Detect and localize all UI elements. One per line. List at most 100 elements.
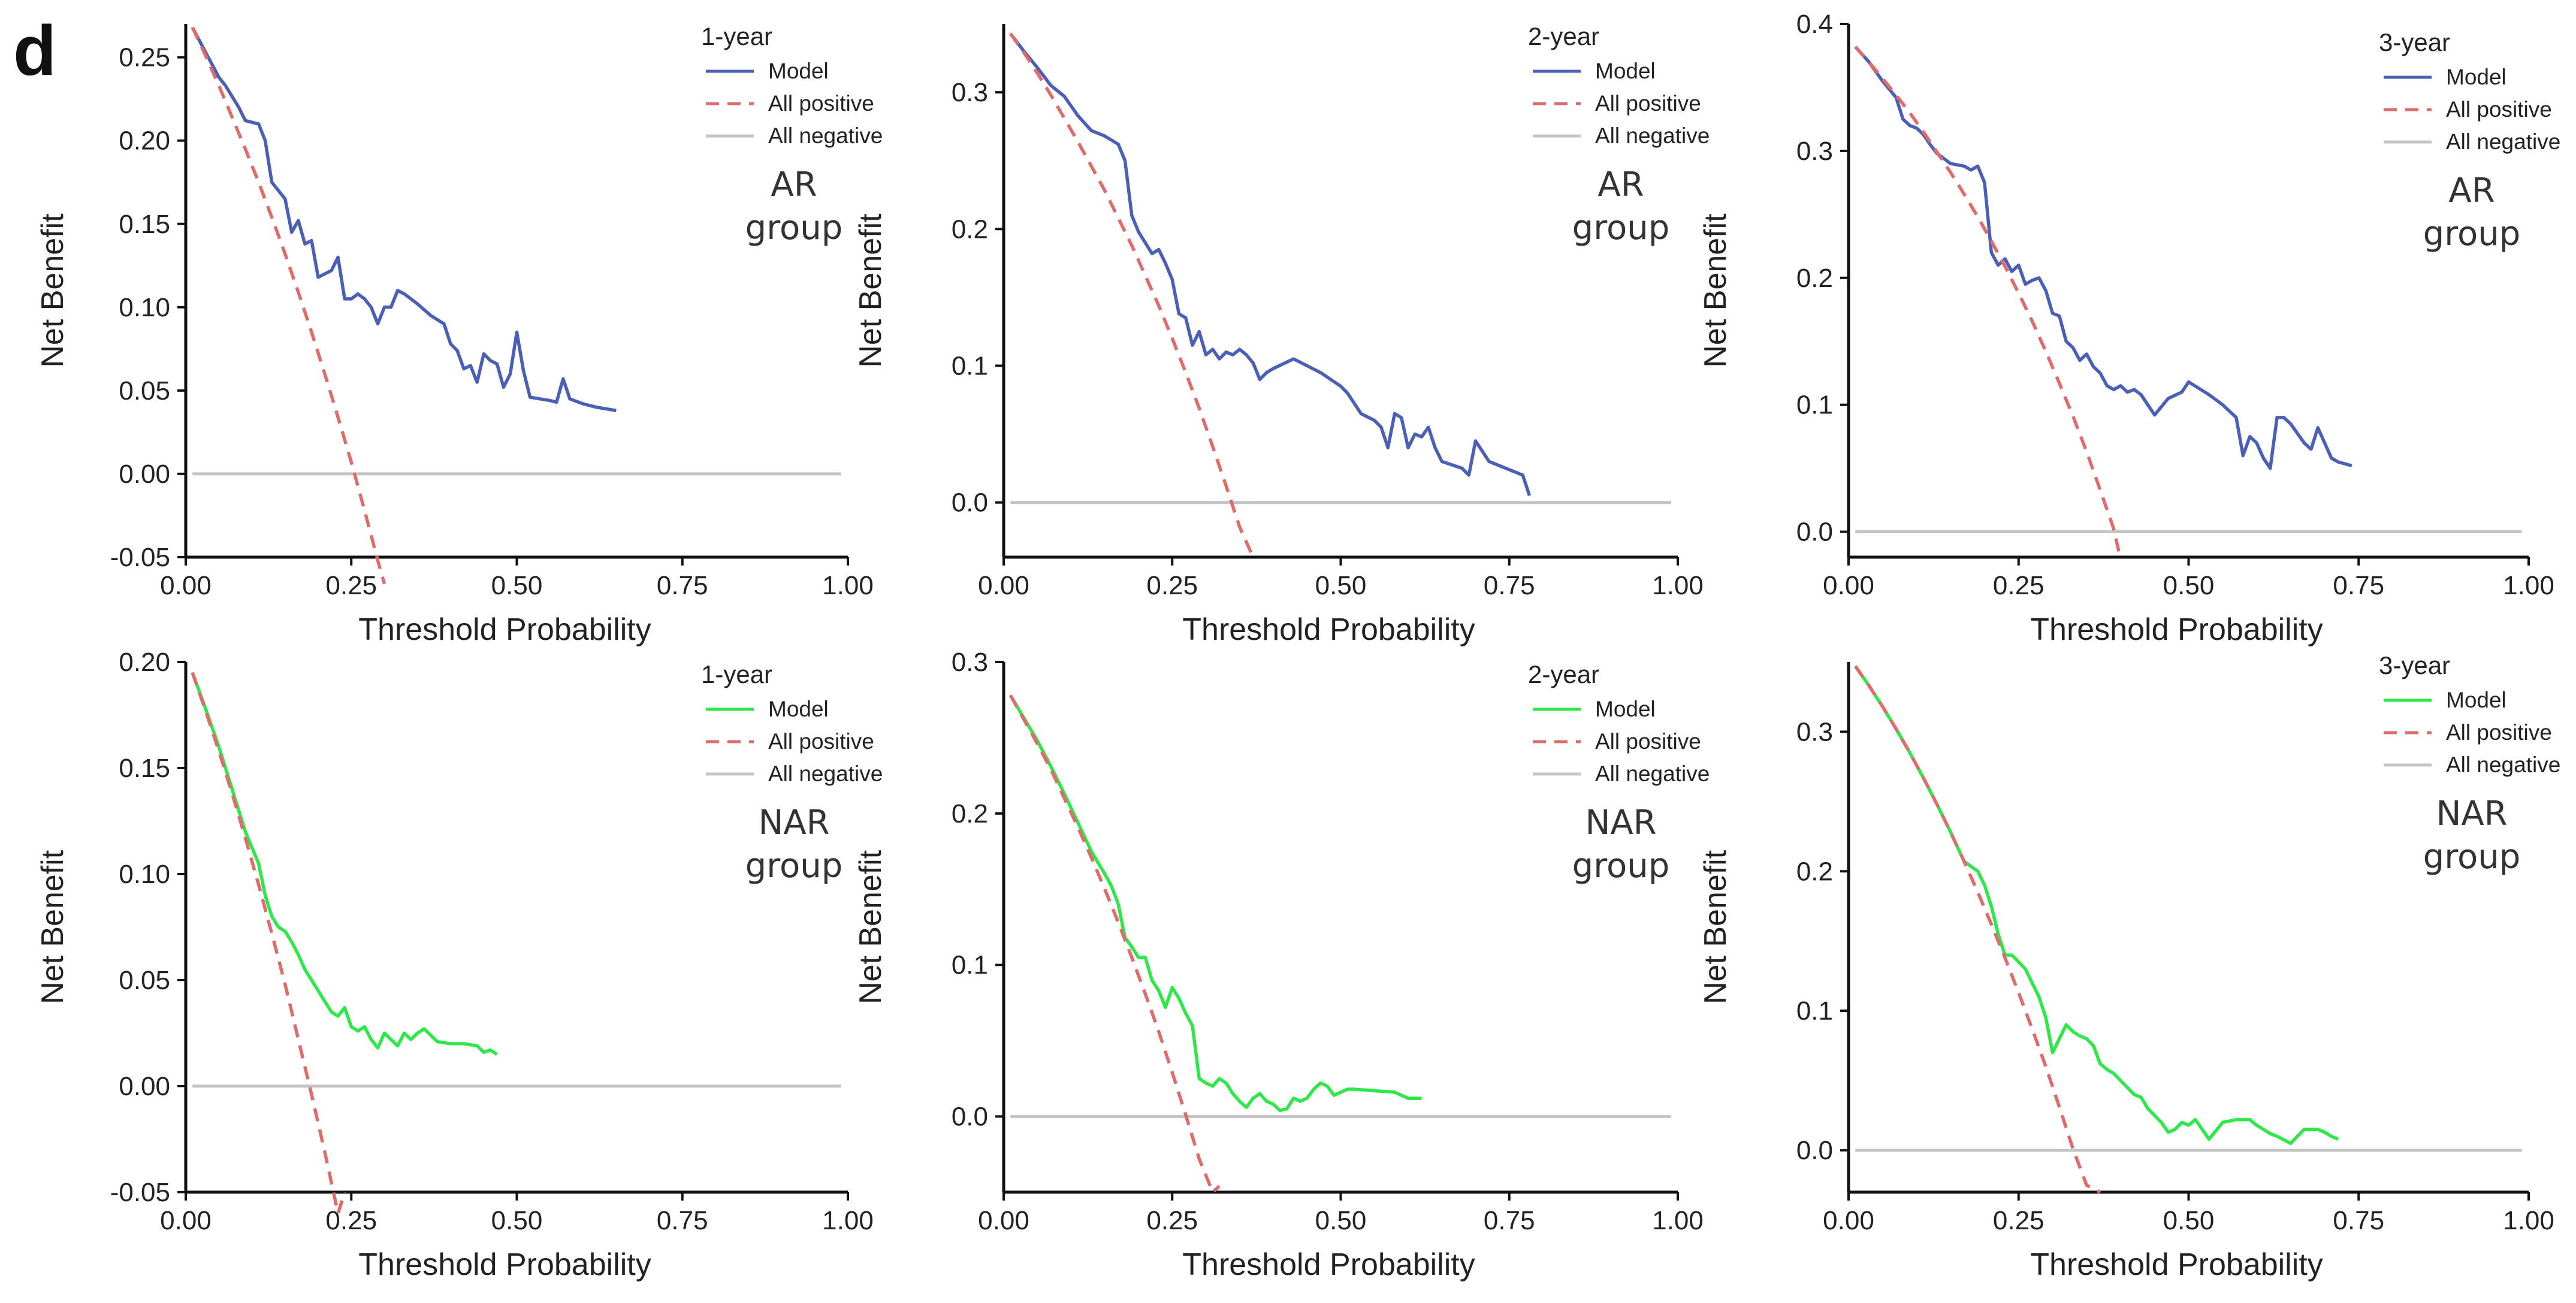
x-tick-label: 0.00 [1823,1206,1874,1235]
x-tick-label: 0.00 [978,571,1029,600]
legend-title: 1-year [701,22,772,50]
legend-item-model: Model [706,59,829,83]
legend-label: All negative [768,761,883,786]
y-tick-label: 0.1 [952,951,988,980]
legend-item-model: Model [1533,59,1656,83]
legend-item-all-negative: All negative [1533,123,1710,148]
chart-panel-ar-1-year: 0.00 0.25 0.50 0.75 1.00-0.050.000.050.100.1… [35,22,883,647]
legend-item-all-positive: All positive [706,729,874,754]
y-tick-label: 0.10 [119,860,170,889]
legend-label: Model [768,59,829,83]
x-tick-label: 0.50 [491,571,543,600]
y-tick-label: 0.2 [1796,264,1833,293]
group-annotation: AR [1597,165,1644,204]
legend-item-all-positive: All positive [2384,97,2552,122]
y-tick-label: 0.3 [1796,717,1833,746]
legend-item-all-negative: All negative [706,123,883,148]
series-line-model [1854,46,2352,470]
legend-item-all-negative: All negative [706,761,883,786]
y-tick-label: 0.0 [1796,518,1833,547]
x-axis-title: Threshold Probability [1182,612,1475,647]
chart-panel-nar-2-year: 0.00 0.25 0.50 0.75 1.00 0.0 0.1 0.2 0.3 Threshol… [853,648,1710,1282]
x-tick-label: 0.25 [1993,1206,2045,1235]
legend-label: All positive [2446,97,2552,122]
group-annotation: NAR [1585,803,1656,842]
series-line-model [191,672,498,1056]
y-axis-title: Net Benefit [853,213,888,368]
x-tick-label: 0.00 [978,1206,1029,1235]
x-axis-title: Threshold Probability [358,1247,651,1282]
y-tick-label: -0.05 [110,1178,170,1207]
legend-item-model: Model [2384,65,2506,89]
series-line-model [1008,694,1422,1112]
legend-label: All negative [2446,129,2560,154]
x-tick-label: 0.75 [1484,1206,1535,1235]
y-tick-label: 0.1 [1796,391,1833,420]
x-tick-label: 0.50 [2163,571,2215,600]
legend-label: All positive [768,729,874,754]
legend-label: All positive [768,91,874,116]
x-axis-title: Threshold Probability [2030,1247,2323,1282]
y-tick-label: 0.3 [1796,137,1833,166]
group-annotation: group [1572,208,1670,247]
legend-title: 2-year [1528,22,1599,50]
legend-label: All positive [1595,91,1701,116]
legend-item-all-positive: All positive [1533,91,1701,116]
y-tick-label: 0.0 [1796,1136,1833,1165]
legend-label: All positive [1595,729,1701,754]
legend-label: Model [1595,697,1656,721]
x-tick-label: 0.75 [1484,571,1535,600]
chart-panel-ar-2-year: 0.00 0.25 0.50 0.75 1.00 0.0 0.1 0.2 0.3 Threshol… [853,22,1710,647]
legend-item-all-negative: All negative [1533,761,1710,786]
group-annotation: AR [771,165,817,204]
y-tick-label: 0.0 [952,488,988,518]
legend-label: All negative [1595,123,1710,148]
y-axis-title: Net Benefit [1698,849,1733,1004]
legend-item-model: Model [2384,688,2506,712]
series-line-all-positive [1009,32,1255,558]
legend-label: Model [2446,688,2506,712]
y-tick-label: -0.05 [110,543,170,572]
y-tick-label: 0.05 [119,376,170,406]
panel-letter: d [13,11,56,90]
legend-label: All positive [2446,720,2552,745]
y-tick-label: 0.3 [952,648,988,677]
group-annotation: AR [2448,171,2495,210]
legend-item-all-negative: All negative [2384,129,2560,154]
series-line-all-positive [1854,665,2101,1194]
y-tick-label: 0.0 [952,1102,988,1132]
y-tick-label: 0.1 [952,352,988,381]
legend-label: Model [768,697,829,721]
x-tick-label: 1.00 [822,571,874,600]
x-tick-label: 0.25 [325,571,377,600]
x-tick-label: 0.50 [1315,571,1367,600]
group-annotation: NAR [2436,794,2507,833]
y-tick-label: 0.20 [119,126,170,156]
group-annotation: group [2423,214,2521,253]
x-tick-label: 0.50 [2163,1206,2215,1235]
y-tick-label: 0.1 [1796,996,1833,1026]
y-axis-title: Net Benefit [35,213,70,368]
series-line-all-positive [191,26,386,585]
x-tick-label: 0.25 [1993,571,2045,600]
y-tick-label: 0.25 [119,43,170,72]
y-axis-title: Net Benefit [853,849,888,1004]
y-tick-label: 0.05 [119,966,170,995]
x-tick-label: 0.00 [1823,571,1874,600]
x-tick-label: 1.00 [822,1206,874,1235]
y-tick-label: 0.10 [119,293,170,322]
series-line-model [1009,32,1532,497]
legend-title: 3-year [2379,651,2450,679]
x-tick-label: 0.00 [160,1206,212,1235]
legend-item-model: Model [706,697,829,721]
legend-label: All negative [768,123,883,148]
x-tick-label: 1.00 [1652,1206,1704,1235]
series-line-model [1854,665,2339,1145]
group-annotation: group [1572,847,1670,885]
x-tick-label: 0.25 [1146,1206,1198,1235]
legend-item-all-positive: All positive [2384,720,2552,745]
x-tick-label: 0.75 [657,1206,708,1235]
x-tick-label: 1.00 [2503,571,2554,600]
legend-title: 1-year [701,660,772,688]
legend-title: 3-year [2379,28,2450,56]
